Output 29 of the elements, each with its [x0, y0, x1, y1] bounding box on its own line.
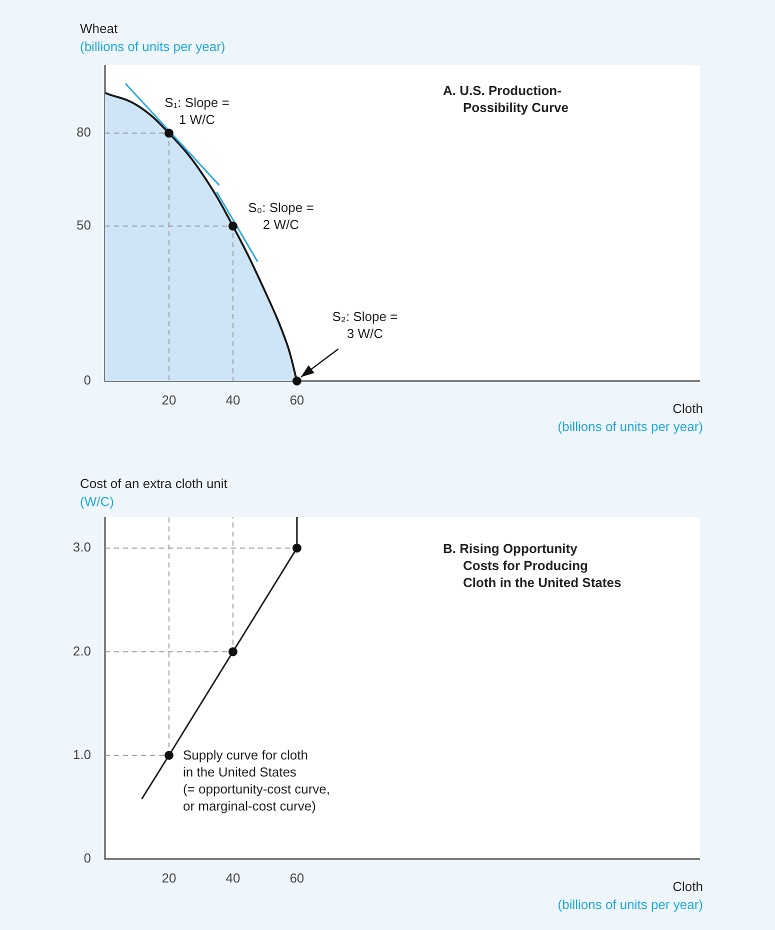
annotation: Supply curve for cloth in the United States (= opportunity-cost curve, or marginal-cost curve) — [182, 747, 330, 814]
point — [164, 128, 174, 138]
y-tick-label: 1.0 — [72, 746, 91, 762]
y-tick-label: 80 — [76, 124, 91, 140]
x-tick-label: 20 — [162, 870, 176, 886]
y-tick-label: 0 — [84, 850, 91, 866]
y-tick-label: 50 — [76, 218, 91, 233]
y-tick-label: 0 — [84, 372, 91, 388]
point — [164, 750, 174, 760]
point — [228, 647, 238, 656]
x-tick-label: 40 — [226, 870, 240, 886]
y-tick-label: 3.0 — [72, 540, 91, 555]
annotation: S₁: Slope = 1 W/C — [164, 95, 230, 128]
point — [292, 544, 302, 553]
y-axis-title: Wheat (billions of units per year) — [80, 20, 226, 56]
x-axis-title: Cloth (billions of units per year) — [558, 400, 703, 436]
text: B. Rising Opportunity Costs for Producing Cloth in the United States — [443, 540, 622, 591]
point — [292, 376, 302, 386]
x-axis-title: Cloth (billions of units per year) — [558, 878, 703, 914]
text: A. U.S. Production- Possibility Curve — [443, 82, 568, 116]
x-tick-label: 20 — [162, 392, 176, 408]
x-tick-label: 60 — [290, 870, 304, 886]
annotation: S₀: Slope = 2 W/C — [248, 200, 314, 232]
x-tick-label: 40 — [226, 392, 240, 408]
y-axis-title: Cost of an extra cloth unit (W/C) — [80, 475, 228, 511]
point — [228, 222, 238, 231]
annotation: S₂: Slope = 3 W/C — [332, 309, 398, 342]
x-tick-label: 60 — [290, 392, 304, 408]
y-tick-label: 2.0 — [72, 643, 91, 658]
